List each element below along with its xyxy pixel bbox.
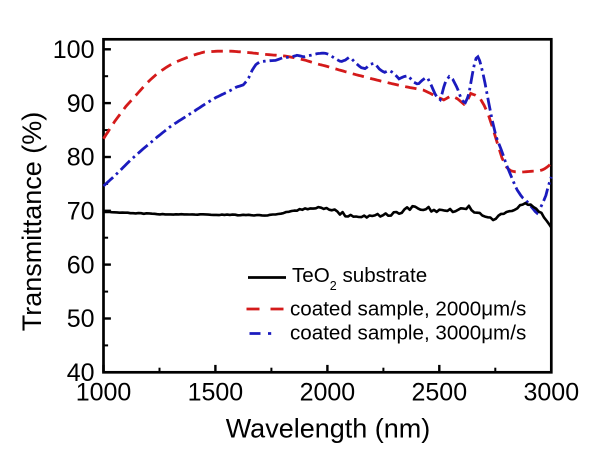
svg-text:100: 100 [53, 36, 95, 64]
svg-text:70: 70 [67, 198, 95, 226]
svg-text:coated sample, 2000μm/s: coated sample, 2000μm/s [290, 298, 526, 321]
svg-text:50: 50 [67, 305, 95, 333]
svg-text:40: 40 [67, 359, 95, 387]
svg-text:coated sample, 3000μm/s: coated sample, 3000μm/s [290, 322, 526, 345]
svg-text:60: 60 [67, 251, 95, 279]
svg-text:80: 80 [67, 144, 95, 172]
svg-text:2500: 2500 [411, 379, 467, 407]
svg-text:1500: 1500 [188, 379, 244, 407]
svg-text:3000: 3000 [523, 379, 579, 407]
svg-text:1000: 1000 [76, 379, 132, 407]
svg-text:2000: 2000 [300, 379, 356, 407]
svg-text:Wavelength (nm): Wavelength (nm) [226, 414, 431, 444]
svg-text:90: 90 [67, 90, 95, 118]
svg-text:Transmittance (%): Transmittance (%) [17, 112, 47, 332]
